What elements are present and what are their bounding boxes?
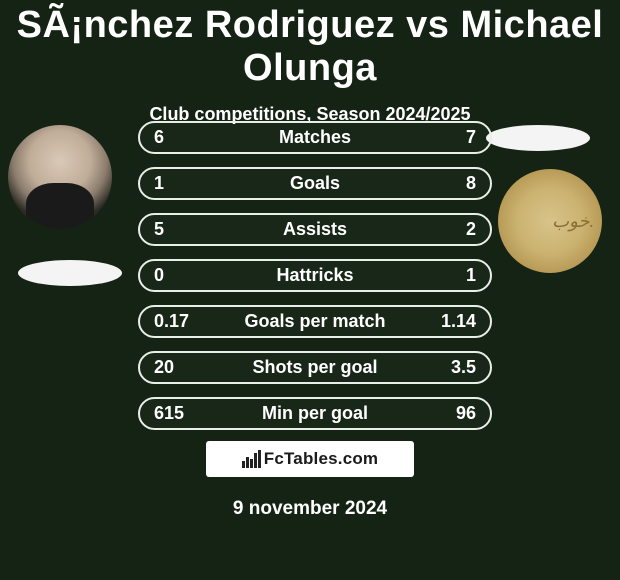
team-right-logo-script: خوب. <box>552 211 602 232</box>
stat-right-value: 3.5 <box>434 357 476 378</box>
stat-left-value: 1 <box>154 173 196 194</box>
stats-table: 6 Matches 7 1 Goals 8 5 Assists 2 0 Hatt… <box>138 121 492 443</box>
team-right-logo: خوب. <box>498 169 602 273</box>
stat-left-value: 615 <box>154 403 196 424</box>
stat-row-matches: 6 Matches 7 <box>138 121 492 154</box>
branding-text: FcTables.com <box>264 449 379 469</box>
stat-left-value: 0 <box>154 265 196 286</box>
stat-right-value: 1.14 <box>434 311 476 332</box>
team-left-badge <box>18 260 122 286</box>
stat-right-value: 96 <box>434 403 476 424</box>
stat-right-value: 7 <box>434 127 476 148</box>
stat-row-goals-per-match: 0.17 Goals per match 1.14 <box>138 305 492 338</box>
stat-right-value: 1 <box>434 265 476 286</box>
stat-right-value: 8 <box>434 173 476 194</box>
player-right-badge <box>486 125 590 151</box>
branding-badge: FcTables.com <box>206 441 414 477</box>
stat-left-value: 5 <box>154 219 196 240</box>
date-label: 9 november 2024 <box>0 498 620 520</box>
stat-left-value: 6 <box>154 127 196 148</box>
stat-right-value: 2 <box>434 219 476 240</box>
stat-left-value: 20 <box>154 357 196 378</box>
stat-row-assists: 5 Assists 2 <box>138 213 492 246</box>
stat-row-min-per-goal: 615 Min per goal 96 <box>138 397 492 430</box>
page-title: SÃ¡nchez Rodriguez vs Michael Olunga <box>0 0 620 90</box>
player-left-photo <box>8 125 112 229</box>
stat-row-shots-per-goal: 20 Shots per goal 3.5 <box>138 351 492 384</box>
stat-left-value: 0.17 <box>154 311 196 332</box>
stat-row-goals: 1 Goals 8 <box>138 167 492 200</box>
bar-chart-icon <box>242 450 260 468</box>
stat-row-hattricks: 0 Hattricks 1 <box>138 259 492 292</box>
